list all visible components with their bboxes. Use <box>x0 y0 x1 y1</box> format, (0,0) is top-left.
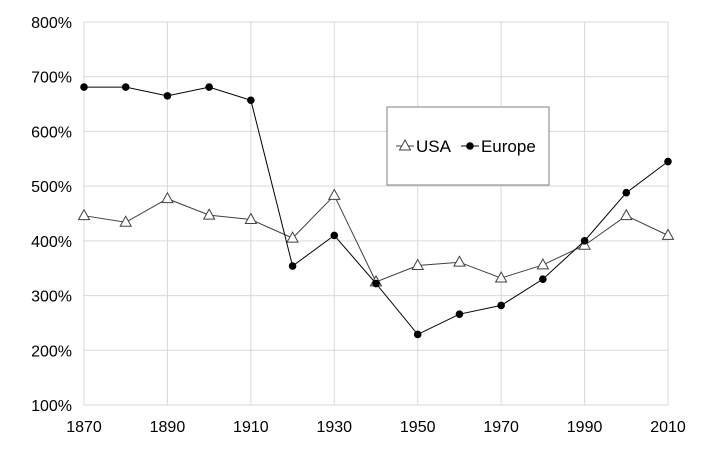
data-point-europe <box>163 92 172 100</box>
legend-marker-europe <box>466 142 474 150</box>
data-point-usa <box>494 271 508 283</box>
series-europe <box>80 83 672 339</box>
data-point-europe <box>455 310 464 318</box>
data-point-europe <box>539 275 547 283</box>
legend-item-europe: Europe <box>460 137 536 156</box>
series-line-europe <box>84 86 669 336</box>
x-tick-label: 1930 <box>316 419 352 436</box>
data-point-usa <box>327 188 341 200</box>
data-point-europe <box>372 279 380 288</box>
data-point-usa <box>202 208 216 220</box>
y-tick-label: 300% <box>31 289 72 306</box>
x-tick-label: 2010 <box>650 419 686 436</box>
data-point-europe <box>121 83 130 91</box>
data-point-europe <box>622 188 631 197</box>
legend-label-usa: USA <box>416 137 452 156</box>
data-point-europe <box>664 157 672 166</box>
legend-label-europe: Europe <box>481 137 536 156</box>
y-tick-label: 100% <box>31 398 72 415</box>
gridlines <box>83 21 669 406</box>
data-point-usa <box>661 228 675 240</box>
x-tick-label: 1870 <box>66 419 102 436</box>
data-point-usa <box>244 212 258 224</box>
data-point-europe <box>80 83 88 91</box>
legend: USA Europe <box>386 106 550 186</box>
series-line-usa <box>83 194 669 283</box>
data-point-europe <box>497 301 505 310</box>
y-axis-tick-labels: 100% 200% 300% 400% 500% 600% 700% 800% <box>31 15 72 415</box>
data-point-europe <box>330 231 339 240</box>
data-point-europe <box>413 330 422 339</box>
data-point-usa <box>119 215 133 227</box>
data-point-usa <box>411 258 425 270</box>
y-tick-label: 200% <box>31 343 72 360</box>
x-tick-label: 1910 <box>233 419 269 436</box>
x-tick-label: 1970 <box>483 419 519 436</box>
data-point-europe <box>288 262 297 270</box>
data-point-usa <box>286 231 299 243</box>
legend-marker-usa <box>398 139 412 151</box>
data-point-usa <box>453 255 466 267</box>
x-tick-label: 1990 <box>567 419 603 436</box>
x-tick-label: 1950 <box>400 419 436 436</box>
y-tick-label: 700% <box>31 70 72 87</box>
data-point-usa <box>536 257 550 270</box>
x-axis-tick-labels: 1870 1890 1910 1930 1950 1970 1990 2010 <box>66 419 686 436</box>
y-tick-label: 400% <box>31 234 72 251</box>
data-point-usa <box>77 208 91 221</box>
legend-item-usa: USA <box>396 137 452 156</box>
x-tick-label: 1890 <box>150 419 186 436</box>
data-point-europe <box>205 83 213 91</box>
y-tick-label: 600% <box>31 124 72 141</box>
data-point-europe <box>247 96 255 105</box>
data-point-europe <box>580 237 589 245</box>
y-tick-label: 500% <box>31 179 72 196</box>
data-point-usa <box>161 191 174 204</box>
y-tick-label: 800% <box>31 15 72 32</box>
series-layer <box>77 83 675 339</box>
data-point-usa <box>619 208 633 221</box>
